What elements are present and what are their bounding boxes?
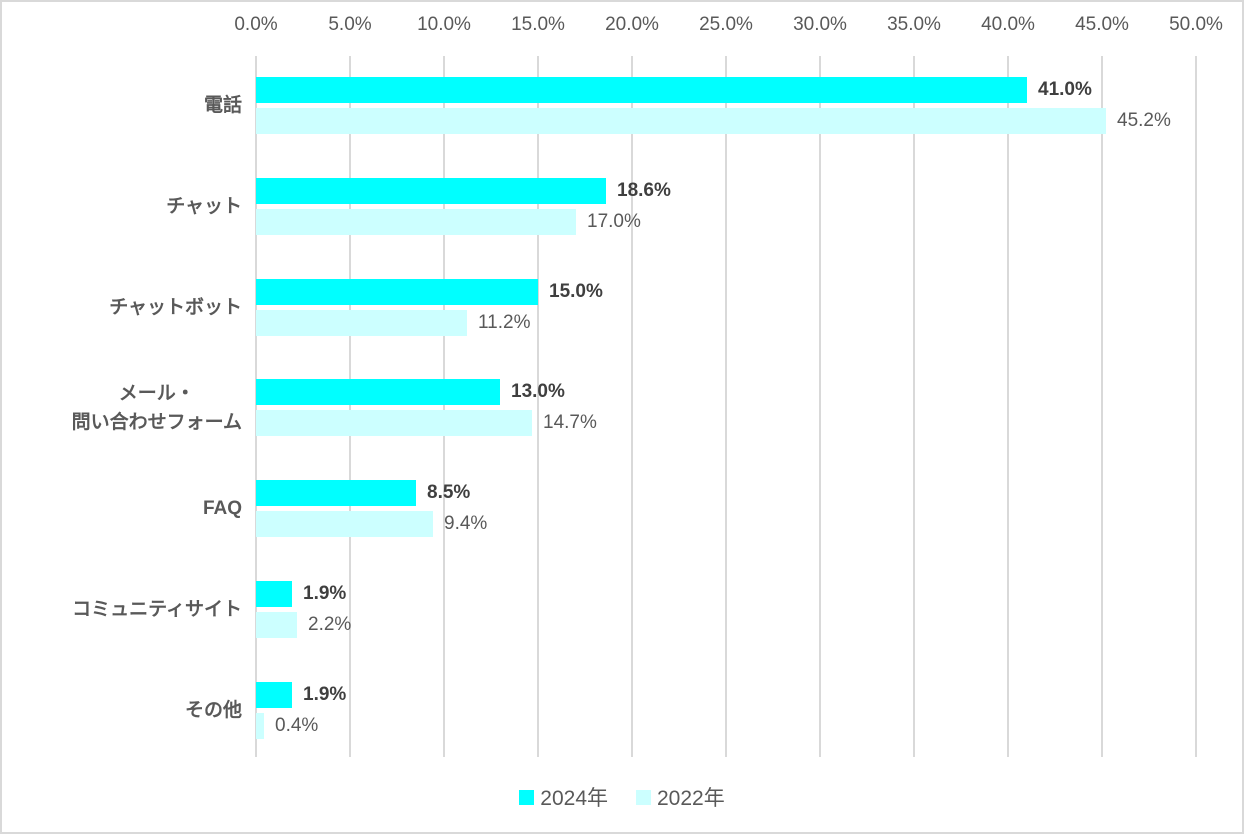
category-label-text: その他 — [184, 700, 242, 721]
category-label: FAQ — [2, 480, 242, 537]
bar-2024年-3 — [256, 279, 538, 305]
data-label: 1.9% — [303, 583, 347, 604]
bar-2022年-1 — [256, 108, 1106, 134]
legend-swatch-icon — [519, 789, 535, 805]
category-label: コミュニティサイト — [2, 581, 242, 638]
category-label-text: メール・ 問い合わせフォーム — [71, 382, 242, 433]
gridline — [1007, 56, 1009, 757]
gridline — [725, 56, 727, 757]
legend-label: 2022年 — [657, 787, 725, 810]
category-label-text: 電話 — [203, 95, 242, 116]
bar-2024年-4 — [256, 379, 500, 405]
data-label: 41.0% — [1038, 79, 1092, 100]
x-axis-tick-label: 10.0% — [417, 14, 471, 35]
data-label: 17.0% — [587, 211, 641, 232]
gridline — [913, 56, 915, 757]
legend-label: 2024年 — [540, 787, 608, 810]
category-label-text: チャット — [166, 196, 242, 217]
legend-item-2024年: 2024年 — [519, 782, 608, 812]
category-label-text: FAQ — [202, 498, 242, 519]
bar-2022年-3 — [256, 310, 467, 336]
category-label: メール・ 問い合わせフォーム — [2, 379, 242, 436]
bar-2024年-5 — [256, 480, 416, 506]
gridline — [443, 56, 445, 757]
x-axis-tick-label: 20.0% — [605, 14, 659, 35]
data-label: 2.2% — [308, 614, 352, 635]
bar-2022年-6 — [256, 612, 297, 638]
bar-2022年-4 — [256, 410, 532, 436]
category-label: チャットボット — [2, 279, 242, 336]
data-label: 11.2% — [478, 312, 531, 333]
gridline — [819, 56, 821, 757]
category-label-text: チャットボット — [109, 297, 242, 318]
x-axis-tick-label: 35.0% — [887, 14, 941, 35]
data-label: 15.0% — [549, 281, 603, 302]
gridline — [349, 56, 351, 757]
data-label: 8.5% — [427, 482, 471, 503]
x-axis-tick-label: 30.0% — [793, 14, 847, 35]
category-label-text: コミュニティサイト — [72, 599, 242, 620]
bar-2022年-2 — [256, 209, 576, 235]
x-axis-tick-label: 25.0% — [699, 14, 753, 35]
data-label: 9.4% — [444, 513, 488, 534]
data-label: 14.7% — [543, 412, 597, 433]
data-label: 1.9% — [303, 684, 347, 705]
bar-2024年-6 — [256, 581, 292, 607]
gridline — [631, 56, 633, 757]
legend-item-2022年: 2022年 — [636, 782, 725, 812]
gridline — [537, 56, 539, 757]
category-label: その他 — [2, 682, 242, 739]
gridline — [1195, 56, 1197, 757]
x-axis-tick-label: 45.0% — [1075, 14, 1129, 35]
bar-2022年-5 — [256, 511, 433, 537]
data-label: 0.4% — [275, 715, 319, 736]
category-label: チャット — [2, 178, 242, 235]
x-axis-tick-label: 5.0% — [328, 14, 372, 35]
gridline — [255, 56, 257, 757]
legend-swatch-icon — [636, 789, 651, 805]
x-axis-tick-label: 40.0% — [981, 14, 1035, 35]
bar-2024年-7 — [256, 682, 292, 708]
data-label: 45.2% — [1117, 110, 1171, 131]
data-label: 13.0% — [511, 381, 565, 402]
x-axis-tick-label: 15.0% — [511, 14, 565, 35]
bar-2022年-7 — [256, 713, 264, 739]
legend: 2024年 2022年 — [2, 782, 1242, 812]
bar-2024年-1 — [256, 77, 1027, 103]
x-axis-tick-label: 0.0% — [234, 14, 278, 35]
data-label: 18.6% — [617, 180, 671, 201]
x-axis-tick-label: 50.0% — [1169, 14, 1223, 35]
category-label: 電話 — [2, 77, 242, 134]
gridline — [1101, 56, 1103, 757]
bar-2024年-2 — [256, 178, 606, 204]
